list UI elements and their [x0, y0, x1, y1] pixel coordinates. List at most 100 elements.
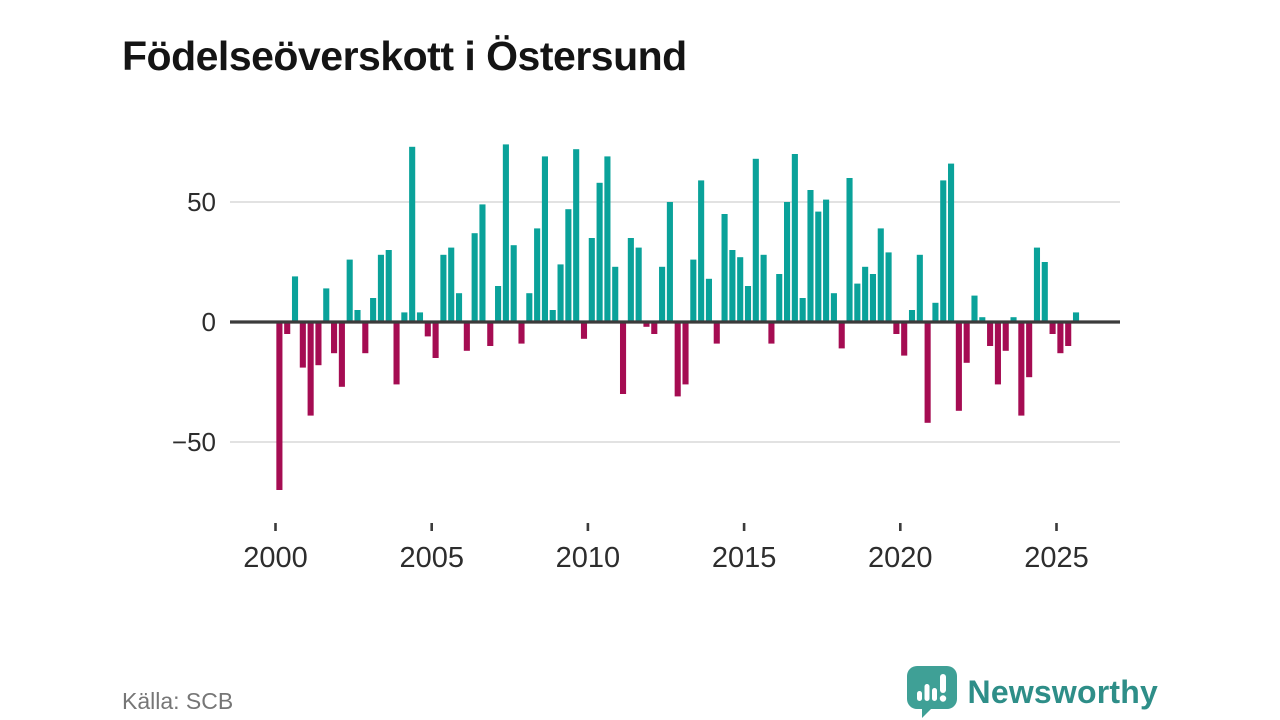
bar — [721, 214, 728, 322]
bar — [838, 322, 845, 349]
bar — [948, 163, 955, 322]
bar — [768, 322, 775, 344]
x-tick-label: 2000 — [243, 542, 308, 574]
bar — [908, 310, 916, 322]
bar — [455, 293, 463, 322]
bar — [1057, 322, 1064, 354]
bar — [1041, 262, 1048, 322]
bar — [987, 322, 994, 346]
bar — [690, 259, 697, 322]
bar — [955, 322, 962, 411]
bar — [331, 322, 338, 354]
bar — [557, 264, 564, 322]
bar — [940, 180, 947, 322]
bar — [479, 204, 486, 322]
brand-name: Newsworthy — [967, 673, 1158, 710]
bar — [635, 247, 642, 322]
bar — [549, 310, 556, 322]
bar — [729, 250, 736, 322]
bar — [752, 158, 759, 322]
bar — [971, 295, 978, 322]
bar — [659, 266, 666, 322]
bar — [580, 322, 588, 339]
newsworthy-logo: Newsworthy — [906, 664, 1158, 720]
bar — [815, 211, 822, 322]
bar — [1010, 317, 1017, 322]
x-tick-label: 2025 — [1024, 542, 1089, 574]
y-tick-label: 0 — [202, 307, 216, 337]
bar — [1072, 312, 1080, 322]
bar — [1026, 322, 1033, 378]
bar — [315, 322, 322, 366]
bar — [979, 317, 986, 322]
bar — [276, 322, 283, 490]
bar — [448, 247, 455, 322]
bar — [370, 298, 377, 322]
bar — [518, 322, 525, 344]
bars-group — [276, 144, 1080, 490]
bar — [799, 298, 806, 322]
bar — [604, 156, 611, 322]
bar — [487, 322, 494, 346]
bar — [377, 254, 384, 322]
bar — [534, 228, 541, 322]
bar — [565, 209, 572, 322]
bar — [432, 322, 439, 358]
bar — [596, 182, 603, 322]
bar — [416, 312, 424, 322]
bar — [510, 245, 517, 322]
y-axis-labels: 50 0 −50 — [172, 187, 216, 457]
bar — [776, 274, 783, 322]
bar — [284, 322, 291, 334]
bar — [1002, 322, 1009, 351]
bar — [573, 149, 580, 322]
bar — [698, 180, 705, 322]
bar — [409, 146, 416, 322]
bar — [830, 293, 837, 322]
bar — [393, 322, 400, 385]
bar — [791, 154, 798, 322]
bar — [760, 254, 767, 322]
bar — [338, 322, 345, 387]
bar — [916, 254, 923, 322]
bar — [385, 250, 392, 322]
bar — [440, 254, 447, 322]
source-label: Källa: SCB — [122, 688, 234, 714]
newsworthy-icon — [906, 666, 957, 718]
bar — [619, 322, 627, 394]
bar — [901, 322, 908, 356]
bar — [666, 202, 673, 322]
bar — [885, 252, 892, 322]
bar — [299, 322, 306, 368]
bar — [924, 322, 931, 423]
bar — [877, 228, 884, 322]
x-tick-label: 2015 — [712, 542, 777, 574]
x-tick-label: 2005 — [399, 542, 464, 574]
page-title: Födelseöverskott i Östersund — [122, 33, 687, 80]
bar — [1065, 322, 1072, 346]
x-tick-label: 2010 — [556, 542, 621, 574]
bar — [737, 257, 744, 322]
bar — [651, 322, 658, 334]
bar — [502, 144, 509, 322]
bar — [424, 322, 431, 337]
bar — [807, 190, 814, 322]
bar — [994, 322, 1001, 385]
bar — [674, 322, 681, 397]
bar — [362, 322, 369, 354]
bar — [862, 266, 869, 322]
gridlines — [230, 201, 1120, 443]
bar — [1033, 247, 1041, 322]
y-tick-label: 50 — [187, 187, 216, 217]
bar — [784, 202, 791, 322]
bar — [682, 322, 689, 385]
bar — [869, 274, 877, 322]
bar — [612, 266, 619, 322]
bar — [346, 259, 353, 322]
bar — [854, 283, 861, 322]
bar — [526, 293, 533, 322]
bar — [643, 322, 650, 327]
bar — [744, 286, 752, 322]
bar — [541, 156, 548, 322]
